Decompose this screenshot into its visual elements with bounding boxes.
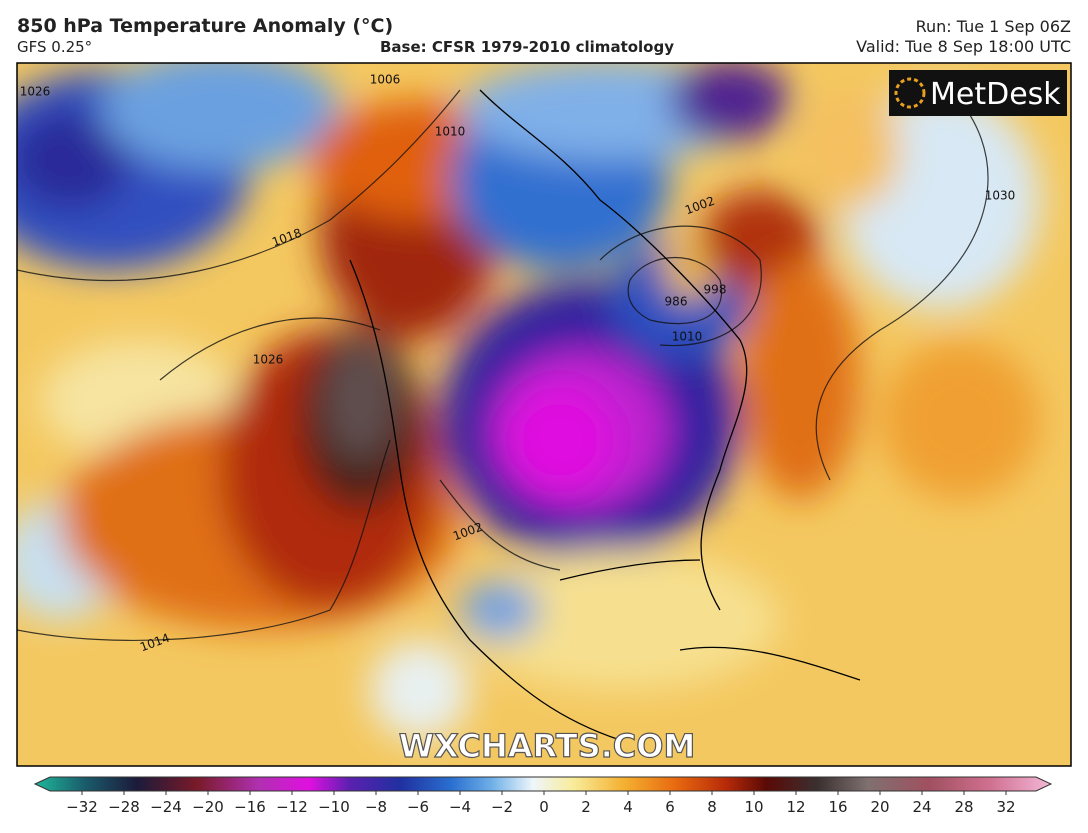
colorbar-tick-label: −32 [66,798,98,816]
base-info: Base: CFSR 1979-2010 climatology [380,38,674,56]
colorbar-tick-label: −20 [192,798,224,816]
title: 850 hPa Temperature Anomaly (°C) [17,15,393,37]
colorbar-tick-label: −6 [407,798,429,816]
colorbar-tick-label: 20 [870,798,889,816]
colorbar [33,776,1053,792]
isobar-label: 1010 [435,125,466,139]
colorbar-tick-label: 4 [623,798,633,816]
coastlines [349,89,861,741]
colorbar-tick-label: 8 [707,798,717,816]
isobar-label: 1010 [672,330,703,344]
colorbar-tick-label: −24 [150,798,182,816]
colorbar-tick-label: 24 [912,798,931,816]
isobars [17,79,989,641]
colorbar-tick-label: −10 [318,798,350,816]
isobar-label: 1030 [985,189,1016,203]
colorbar-tick-label: 10 [744,798,763,816]
colorbar-tick-label: 0 [539,798,549,816]
colorbar-tick-label: −16 [234,798,266,816]
isobar-label: 998 [704,283,727,297]
watermark: WXCHARTS.COM [399,727,696,765]
isobar-label: 1026 [253,353,284,367]
colorbar-tick-label: −28 [108,798,140,816]
colorbar-tick-label: 32 [996,798,1015,816]
colorbar-tick-label: 6 [665,798,675,816]
map-frame [16,62,1072,767]
valid-info: Valid: Tue 8 Sep 18:00 UTC [856,37,1071,56]
model: GFS 0.25° [17,38,92,56]
colorbar-tick-label: 12 [786,798,805,816]
logo-box: MetDesk [889,70,1067,116]
colorbar-tick-label: 28 [954,798,973,816]
isobar-label: 1026 [20,85,51,99]
colorbar-tick-label: 2 [581,798,591,816]
run-info: Run: Tue 1 Sep 06Z [916,17,1071,36]
colorbar-tick-label: −12 [276,798,308,816]
colorbar-tick-label: 16 [828,798,847,816]
colorbar-tick-label: −8 [365,798,387,816]
anomaly-field [17,63,1071,766]
logo-text: MetDesk [930,77,1061,112]
colorbar-tick-label: −4 [449,798,471,816]
isobar-label: 1006 [370,73,401,87]
colorbar-tick-label: −2 [491,798,513,816]
isobar-label: 986 [665,295,688,309]
